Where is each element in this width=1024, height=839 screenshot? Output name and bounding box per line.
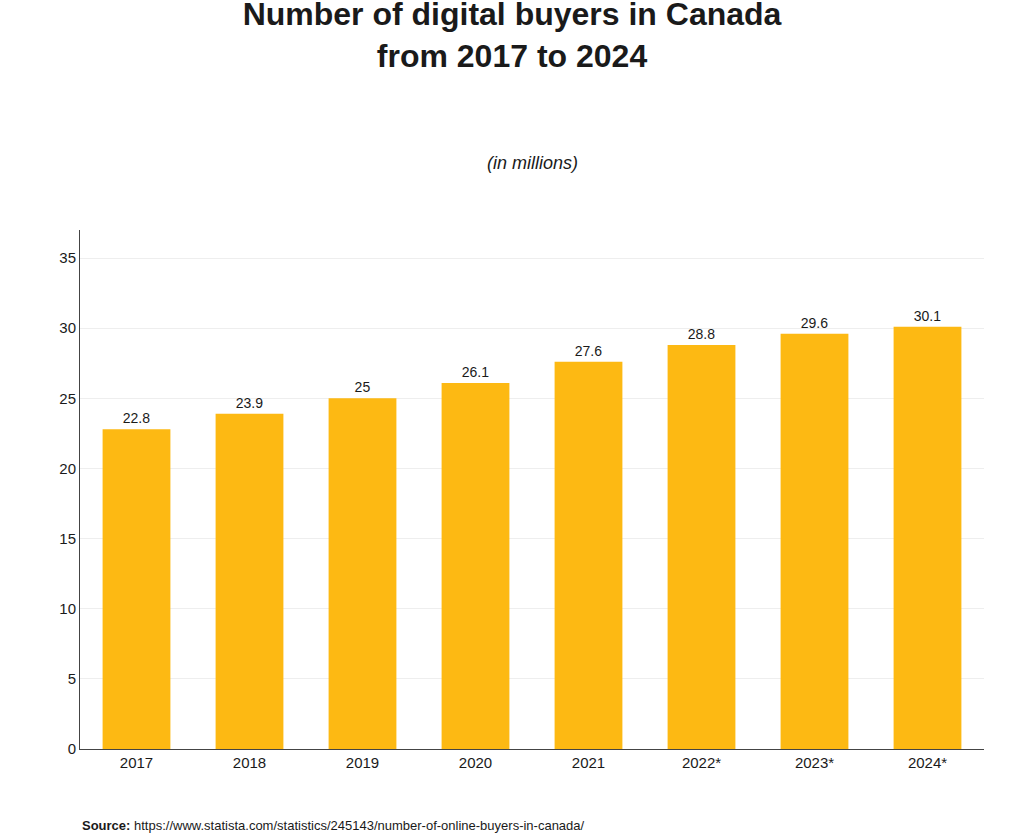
svg-text:Number of digital buyers in Ca: Number of digital buyers in Canadafrom 2… bbox=[243, 0, 782, 74]
svg-text:35: 35 bbox=[59, 249, 76, 266]
svg-text:30.1: 30.1 bbox=[914, 308, 941, 324]
svg-text:2021: 2021 bbox=[572, 754, 605, 771]
svg-text:2020: 2020 bbox=[459, 754, 492, 771]
svg-text:30: 30 bbox=[59, 319, 76, 336]
svg-text:29.6: 29.6 bbox=[801, 315, 828, 331]
svg-text:25: 25 bbox=[59, 390, 76, 407]
svg-text:22.8: 22.8 bbox=[123, 410, 150, 426]
svg-text:2018: 2018 bbox=[233, 754, 266, 771]
svg-text:2023*: 2023* bbox=[795, 754, 834, 771]
svg-text:(in millions): (in millions) bbox=[487, 153, 578, 173]
svg-text:23.9: 23.9 bbox=[236, 395, 263, 411]
svg-text:26.1: 26.1 bbox=[462, 364, 489, 380]
svg-text:2024*: 2024* bbox=[908, 754, 947, 771]
svg-text:2022*: 2022* bbox=[682, 754, 721, 771]
svg-text:2017: 2017 bbox=[120, 754, 153, 771]
svg-text:28.8: 28.8 bbox=[688, 326, 715, 342]
svg-text:10: 10 bbox=[59, 600, 76, 617]
svg-text:0: 0 bbox=[68, 740, 76, 757]
svg-text:20: 20 bbox=[59, 460, 76, 477]
svg-text:15: 15 bbox=[59, 530, 76, 547]
svg-text:5: 5 bbox=[68, 670, 76, 687]
svg-text:27.6: 27.6 bbox=[575, 343, 602, 359]
svg-text:2019: 2019 bbox=[346, 754, 379, 771]
svg-text:25: 25 bbox=[355, 379, 371, 395]
svg-text:Source: https://www.statista.c: Source: https://www.statista.com/statist… bbox=[82, 818, 585, 833]
